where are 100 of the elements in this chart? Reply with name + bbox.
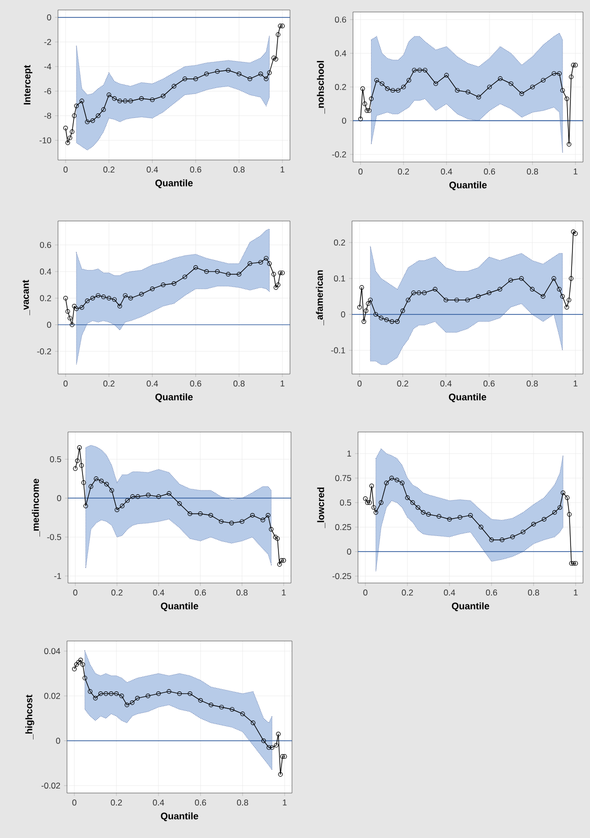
y-tick-label: 0 (56, 738, 60, 744)
y-tick-label: 0 (347, 548, 352, 555)
point (76, 660, 81, 665)
point (78, 658, 83, 662)
point (405, 495, 410, 500)
point (277, 562, 282, 567)
point (101, 294, 106, 300)
point (542, 516, 546, 522)
point (117, 304, 122, 308)
point (466, 90, 470, 94)
x-tick-label: 0.2 (110, 800, 122, 806)
point (215, 69, 220, 74)
point (70, 322, 74, 328)
point (266, 745, 272, 750)
point (567, 512, 572, 517)
point (215, 269, 220, 274)
point (364, 308, 368, 314)
point (75, 458, 80, 464)
point (250, 720, 256, 726)
x-tick-label: 0.8 (526, 168, 538, 175)
point (568, 276, 574, 281)
point (84, 298, 90, 304)
point (266, 512, 270, 518)
point (136, 494, 140, 499)
x-tick-label: 0.2 (103, 166, 114, 173)
x-tick-label: 0 (363, 590, 368, 596)
point (374, 510, 378, 515)
y-tick-label: 0.6 (40, 242, 52, 248)
point (139, 96, 144, 101)
point (70, 129, 74, 134)
point (90, 118, 95, 123)
point (204, 269, 209, 274)
point (93, 696, 98, 700)
point (400, 308, 406, 314)
x-tick-label: 0.2 (398, 168, 409, 175)
point (80, 305, 84, 310)
point (119, 694, 124, 698)
point (84, 120, 90, 124)
point (389, 476, 394, 480)
point (80, 662, 86, 667)
point (557, 71, 562, 76)
point (384, 480, 389, 486)
x-tick-label: 0.2 (111, 590, 122, 596)
point (271, 272, 276, 277)
point (124, 702, 130, 708)
point (270, 745, 274, 750)
point (530, 286, 535, 292)
point (519, 91, 524, 96)
point (400, 480, 404, 486)
point (416, 290, 422, 296)
point (278, 772, 283, 777)
y-tick-label: 0.04 (44, 648, 60, 654)
point (519, 276, 524, 281)
point (540, 78, 546, 83)
point (360, 86, 365, 91)
point (540, 294, 546, 299)
x-tick-label: 0.6 (194, 800, 206, 806)
point (406, 298, 410, 302)
point (80, 98, 84, 104)
point (72, 113, 77, 118)
point (444, 298, 448, 302)
point (218, 519, 224, 524)
point (230, 707, 234, 712)
y-tick-label: 0 (47, 322, 52, 328)
point (258, 260, 264, 265)
x-tick-label: 0 (72, 800, 76, 806)
point (458, 515, 462, 520)
y-tick-label: -6 (44, 88, 52, 94)
point (371, 505, 376, 510)
point (274, 56, 278, 62)
point (378, 500, 384, 505)
x-tick-label: 0.2 (402, 590, 413, 596)
y-tick-label: -1 (54, 573, 62, 579)
point (416, 505, 420, 510)
point (365, 500, 370, 505)
x-tick-label: 0.4 (152, 800, 164, 806)
y-tick-label: 1 (347, 450, 352, 456)
x-tick-label: 0.8 (237, 800, 248, 806)
point (150, 97, 155, 102)
point (198, 511, 203, 516)
point (558, 505, 562, 510)
x-tick-label: 1 (574, 168, 578, 174)
point (478, 524, 484, 530)
point (468, 513, 473, 518)
x-axis-title: Quantile (449, 181, 487, 190)
point (422, 68, 428, 72)
point (150, 286, 155, 292)
point (568, 74, 574, 80)
y-tick-label: -0.5 (47, 534, 62, 540)
y-tick-label: 0.5 (340, 500, 352, 506)
y-axis-title: Intercept (24, 65, 32, 104)
x-tick-label: 0.8 (233, 166, 245, 173)
point (359, 285, 364, 290)
point (146, 492, 151, 498)
x-tick-label: 0.6 (190, 380, 202, 387)
y-tick-label: 0.2 (334, 84, 346, 90)
point (406, 78, 412, 83)
point (566, 298, 572, 302)
point (81, 480, 86, 485)
x-tick-label: 0.4 (153, 590, 164, 596)
